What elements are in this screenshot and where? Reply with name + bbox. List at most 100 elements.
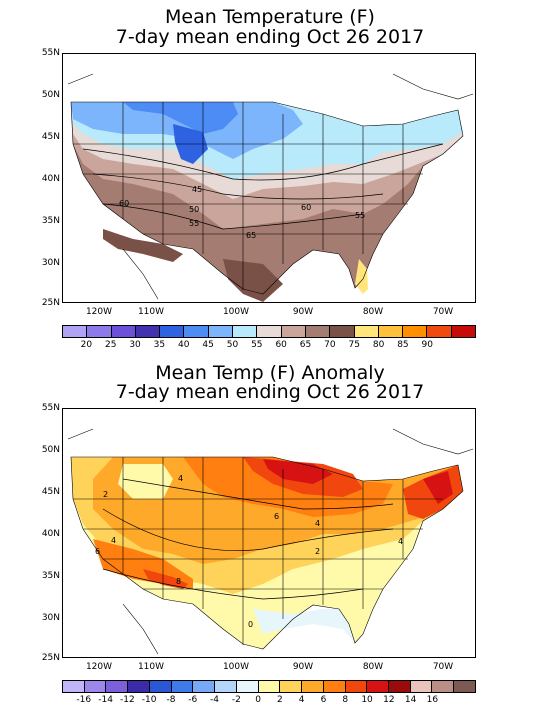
bottom-lat-label: 40N <box>41 529 60 539</box>
bottom-lon-label: 80W <box>362 662 384 672</box>
colorbar-swatch <box>215 681 237 692</box>
top-lat-label: 50N <box>41 90 60 100</box>
colorbar-swatch <box>305 326 331 337</box>
bottom-map: 4 6 4 2 8 6 2 4 0 4 <box>62 408 476 658</box>
contour-label: 50 <box>189 205 199 214</box>
colorbar-swatch <box>84 681 107 692</box>
top-title-line1: Mean Temperature (F) <box>165 6 375 28</box>
contour-label: 2 <box>103 490 108 499</box>
colorbar-label: 14 <box>404 695 417 705</box>
coastlines <box>67 73 474 300</box>
colorbar-swatch <box>345 681 368 692</box>
colorbar-swatch <box>63 681 85 692</box>
colorbar-swatch <box>403 326 428 337</box>
contour-label: 4 <box>178 474 183 483</box>
colorbar-swatch <box>128 681 150 692</box>
state-borders <box>70 101 464 295</box>
top-lat-label: 35N <box>41 216 60 226</box>
top-lon-label: 80W <box>362 307 384 317</box>
colorbar-label: 85 <box>397 340 409 350</box>
colorbar-swatch <box>354 326 379 337</box>
colorbar-swatch <box>258 681 281 692</box>
colorbar-label: 50 <box>226 340 239 350</box>
bottom-lat-label: 45N <box>41 487 60 497</box>
top-colorbar-labels: 20 25 30 35 40 45 50 55 60 65 70 75 80 85 90 <box>62 340 476 352</box>
colorbar-label: 35 <box>153 340 166 350</box>
top-lon-label: 90W <box>292 307 314 317</box>
bottom-colorbar <box>62 680 476 693</box>
contour-lines <box>102 478 394 600</box>
bottom-title-line1: Mean Temp (F) Anomaly <box>155 362 385 384</box>
colorbar-label: 12 <box>383 695 395 705</box>
bottom-title-line2: 7-day mean ending Oct 26 2017 <box>115 381 425 403</box>
colorbar-label: -12 <box>120 695 135 705</box>
top-lat-label: 30N <box>41 258 60 268</box>
colorbar-label: 6 <box>320 695 327 705</box>
state-borders <box>70 456 464 650</box>
top-lat-label: 45N <box>41 132 60 142</box>
colorbar-swatch <box>281 326 306 337</box>
colorbar-swatch <box>427 326 452 337</box>
top-map-svg: 45 50 55 60 60 65 55 <box>67 73 474 302</box>
colorbar-label: 60 <box>275 340 287 350</box>
colorbar-swatch <box>323 681 346 692</box>
us-anomaly-fill <box>71 457 463 649</box>
colorbar-swatch <box>135 326 161 337</box>
colorbar-label: 8 <box>342 695 349 705</box>
contour-label: 45 <box>192 185 202 194</box>
bottom-map-svg: 4 6 4 2 8 6 2 4 0 4 <box>67 428 474 655</box>
colorbar-swatch <box>367 681 390 692</box>
contour-label: 0 <box>248 620 253 629</box>
top-lon-label: 70W <box>432 307 454 317</box>
contour-label: 4 <box>315 519 320 528</box>
contour-label: 6 <box>274 512 279 521</box>
colorbar-label: 25 <box>104 340 117 350</box>
bottom-lat-label: 55N <box>41 403 60 413</box>
colorbar-swatch <box>87 326 112 337</box>
contour-label: 55 <box>189 219 199 228</box>
colorbar-label: 20 <box>80 340 93 350</box>
colorbar-swatch <box>106 681 129 692</box>
colorbar-swatch <box>302 681 324 692</box>
bottom-lon-label: 110W <box>137 662 165 672</box>
colorbar-swatch <box>208 326 234 337</box>
colorbar-label: -8 <box>166 695 176 705</box>
contour-label: 60 <box>301 203 311 212</box>
colorbar-label: 4 <box>298 695 305 705</box>
colorbar-label: 2 <box>277 695 283 705</box>
contour-label: 60 <box>119 199 129 208</box>
top-lon-label: 120W <box>85 307 113 317</box>
top-map: 45 50 55 60 60 65 55 <box>62 53 476 303</box>
colorbar-label: -16 <box>76 695 92 705</box>
top-lon-label: 100W <box>222 307 250 317</box>
colorbar-swatch <box>410 681 433 692</box>
colorbar-swatch <box>378 326 404 337</box>
bottom-colorbar-labels: -16 -14 -12 -10 -8 -6 -4 -2 0 2 4 6 8 10 12 14 16 <box>62 695 476 707</box>
colorbar-swatch <box>160 326 185 337</box>
colorbar-swatch <box>236 681 259 692</box>
colorbar-swatch <box>233 326 258 337</box>
colorbar-swatch <box>454 681 475 692</box>
top-title-line2: 7-day mean ending Oct 26 2017 <box>115 26 425 48</box>
colorbar-label: 10 <box>361 695 373 705</box>
bottom-lat-label: 30N <box>41 613 60 623</box>
colorbar-label: 65 <box>299 340 312 350</box>
top-lon-label: 110W <box>137 307 165 317</box>
bottom-lat-label: 25N <box>41 653 60 663</box>
colorbar-label: -6 <box>188 695 198 705</box>
bottom-lon-label: 90W <box>292 662 314 672</box>
colorbar-swatch <box>280 681 303 692</box>
bottom-lon-label: 100W <box>222 662 250 672</box>
colorbar-swatch <box>149 681 172 692</box>
top-lat-label: 55N <box>41 48 60 58</box>
colorbar-label: 40 <box>178 340 190 350</box>
bottom-lat-label: 50N <box>41 445 60 455</box>
colorbar-label: -14 <box>98 695 113 705</box>
contour-label: 4 <box>111 536 116 545</box>
colorbar-swatch <box>389 681 411 692</box>
us-temperature-fill <box>71 102 463 302</box>
colorbar-label: -10 <box>141 695 157 705</box>
colorbar-label: -2 <box>231 695 241 705</box>
contour-label: 2 <box>315 547 320 556</box>
colorbar-swatch <box>257 326 282 337</box>
